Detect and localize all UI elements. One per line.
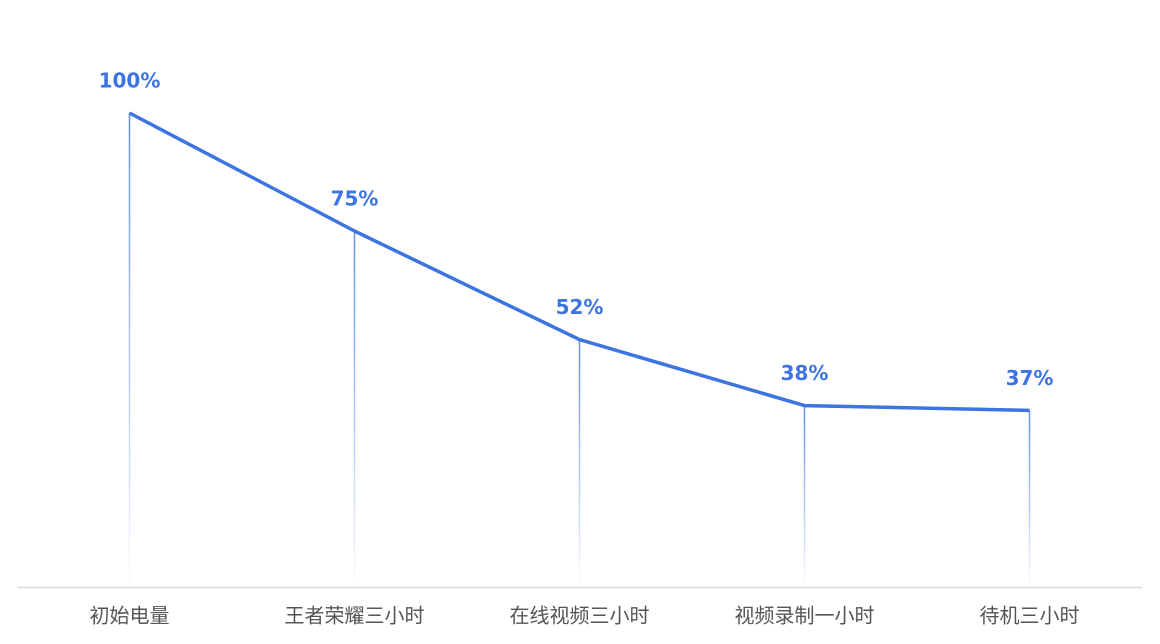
drop-line — [1028, 410, 1031, 587]
x-tick-label: 在线视频三小时 — [510, 604, 650, 628]
value-label: 37% — [1006, 366, 1054, 390]
x-tick-label: 王者荣耀三小时 — [285, 604, 425, 628]
drop-line — [353, 231, 356, 587]
value-label: 52% — [556, 295, 604, 319]
drop-line — [578, 339, 581, 587]
drop-line — [128, 113, 131, 587]
x-tick-label: 待机三小时 — [980, 604, 1080, 628]
line — [128, 111, 1030, 413]
value-label: 75% — [331, 187, 379, 211]
value-label: 100% — [99, 69, 161, 93]
x-tick-label: 视频录制一小时 — [735, 604, 875, 628]
x-tick-label: 初始电量 — [90, 604, 170, 628]
value-label: 38% — [781, 361, 829, 385]
drop-line — [803, 405, 806, 587]
